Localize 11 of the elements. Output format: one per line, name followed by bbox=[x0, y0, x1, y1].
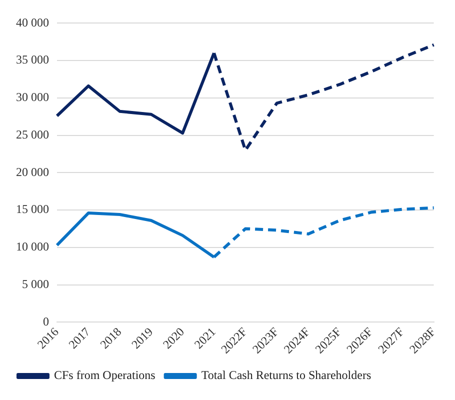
y-tick-label: 35 000 bbox=[16, 52, 49, 67]
legend-label: CFs from Operations bbox=[54, 368, 156, 382]
y-tick-label: 30 000 bbox=[16, 90, 49, 104]
y-tick-label: 15 000 bbox=[16, 202, 49, 216]
y-tick-label: 0 bbox=[43, 314, 49, 328]
y-tick-label: 20 000 bbox=[16, 164, 49, 179]
y-tick-label: 40 000 bbox=[16, 15, 49, 30]
y-tick-label: 25 000 bbox=[16, 127, 49, 142]
legend-label: Total Cash Returns to Shareholders bbox=[201, 368, 372, 382]
y-tick-label: 10 000 bbox=[16, 240, 49, 254]
y-tick-label: 5 000 bbox=[22, 276, 49, 291]
